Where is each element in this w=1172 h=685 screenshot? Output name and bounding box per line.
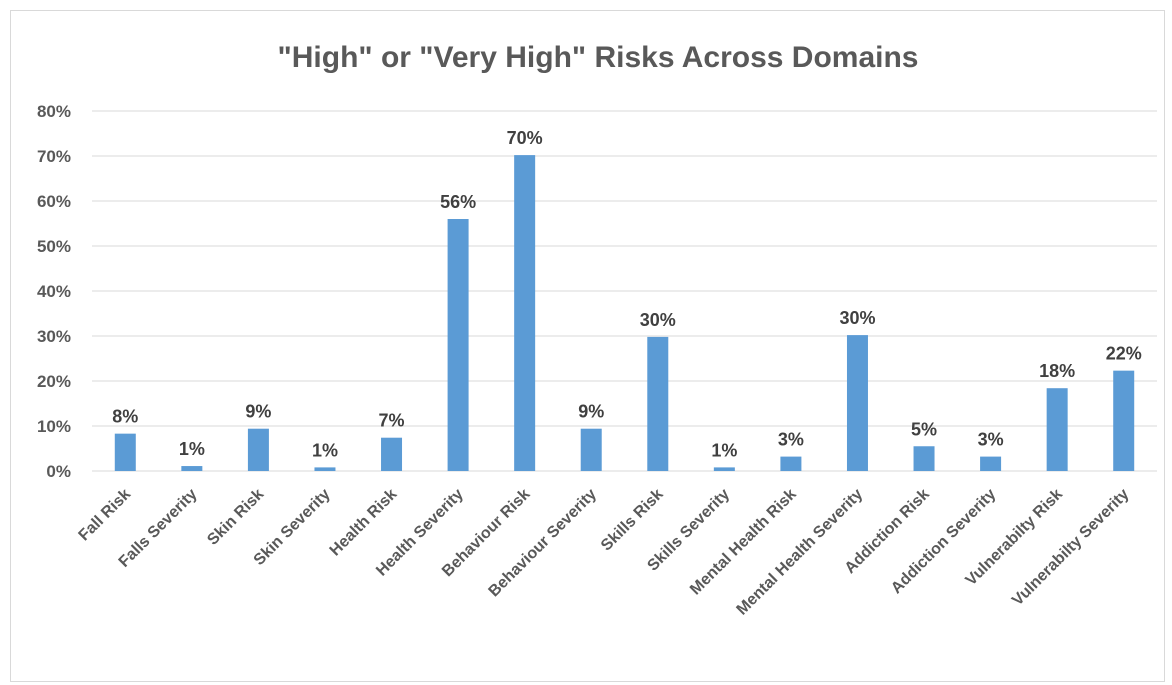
- bar: [1046, 388, 1068, 471]
- x-tick-label: Health Risk: [327, 486, 401, 560]
- bar: [381, 437, 403, 471]
- x-tick-label: Mental Health Severity: [734, 486, 867, 619]
- data-label: 22%: [1106, 344, 1142, 364]
- data-label: 1%: [312, 440, 338, 460]
- data-label: 1%: [179, 439, 205, 459]
- bar: [1113, 370, 1135, 471]
- x-tick-label: Skills Risk: [598, 486, 667, 555]
- x-tick-label: Skin Risk: [204, 486, 267, 549]
- y-tick-label: 10%: [37, 417, 71, 436]
- data-label: 3%: [978, 430, 1004, 450]
- bar: [713, 467, 735, 471]
- bar: [447, 219, 469, 471]
- data-label: 9%: [245, 402, 271, 422]
- y-tick-label: 30%: [37, 327, 71, 346]
- bar: [314, 467, 336, 471]
- data-label: 30%: [839, 308, 875, 328]
- data-label: 7%: [379, 411, 405, 431]
- bar: [913, 446, 935, 471]
- bar: [181, 466, 203, 471]
- y-tick-label: 20%: [37, 372, 71, 391]
- data-label: 30%: [640, 310, 676, 330]
- y-axis-ticks: 0% 10% 20% 30% 40% 50% 60% 70% 80%: [37, 102, 71, 481]
- x-tick-label: Vulnerabilty Severity: [1009, 486, 1133, 610]
- y-tick-label: 50%: [37, 237, 71, 256]
- y-tick-label: 70%: [37, 147, 71, 166]
- data-label: 3%: [778, 430, 804, 450]
- bar: [247, 428, 269, 471]
- data-label: 5%: [911, 419, 937, 439]
- y-tick-label: 80%: [37, 102, 71, 121]
- data-label: 56%: [440, 192, 476, 212]
- chart-title: "High" or "Very High" Risks Across Domai…: [278, 41, 919, 74]
- bar: [980, 456, 1002, 471]
- data-label: 9%: [578, 402, 604, 422]
- x-tick-label: Fall Risk: [76, 486, 135, 545]
- data-labels: 8% 1% 9% 1% 7% 56% 70% 9% 30% 1% 3% 30% 5% 3% 18% 22%: [112, 128, 1141, 460]
- chart-frame: [10, 10, 1165, 682]
- bar: [780, 456, 802, 471]
- bar: [647, 336, 669, 471]
- y-tick-label: 40%: [37, 282, 71, 301]
- bar: [514, 155, 536, 471]
- data-label: 70%: [507, 128, 543, 148]
- data-label: 18%: [1039, 361, 1075, 381]
- bar: [846, 335, 868, 471]
- data-label: 8%: [112, 407, 138, 427]
- y-tick-label: 0%: [46, 462, 71, 481]
- bar: [114, 433, 136, 471]
- bars: [114, 155, 1135, 471]
- y-tick-label: 60%: [37, 192, 71, 211]
- bar: [580, 428, 602, 471]
- x-tick-label: Behaviour Severity: [486, 486, 601, 601]
- gridlines: [92, 110, 1157, 472]
- data-label: 1%: [711, 440, 737, 460]
